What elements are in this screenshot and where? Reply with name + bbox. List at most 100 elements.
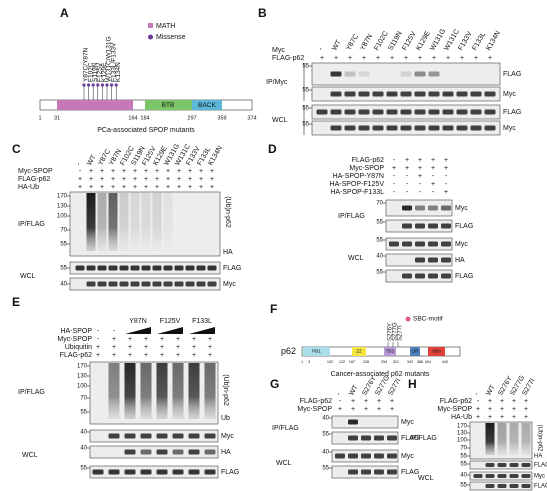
blot-band [473, 474, 483, 478]
panel-label: C [12, 142, 21, 156]
label: ZZ [356, 349, 362, 354]
mutation-label: Y87C/Y87N [83, 47, 90, 82]
label: + [133, 184, 137, 191]
row-label: FLAG-p62 [18, 176, 50, 183]
label: p62 [281, 346, 296, 356]
smear [97, 193, 107, 251]
group-label: WCL [276, 460, 292, 467]
label: - [432, 189, 435, 196]
mutation-label: W131C/W131G [106, 36, 113, 82]
mw-marker: 100 [77, 384, 88, 390]
label: + [524, 414, 528, 421]
group-label: IP/FLAG [338, 213, 365, 220]
blot-band [442, 91, 454, 97]
label: + [166, 184, 170, 191]
blot-band [400, 125, 412, 131]
smear [172, 363, 184, 419]
mw-marker: 70 [60, 228, 67, 234]
label: + [96, 344, 100, 351]
label: + [376, 55, 380, 62]
mw-marker: 55 [60, 242, 67, 248]
blot-band [442, 109, 454, 115]
blot [331, 415, 399, 429]
blot-band [358, 125, 370, 131]
blot-band [207, 265, 217, 271]
blot-band [374, 469, 384, 475]
blot-band [456, 125, 468, 131]
blot-band [124, 433, 136, 439]
blot-band [497, 463, 507, 467]
mw-marker: 130 [57, 204, 68, 210]
label: + [89, 176, 93, 183]
blot-label: HA [534, 454, 542, 460]
label: + [133, 176, 137, 183]
row-label: Myc-SPOP [437, 406, 472, 413]
blot-band [485, 474, 495, 478]
blot-band [92, 469, 104, 475]
label: - [419, 189, 422, 196]
label: + [160, 336, 164, 343]
label: + [100, 168, 104, 175]
blot-label: HA [223, 249, 233, 256]
label: + [199, 168, 203, 175]
smear [156, 363, 168, 419]
group-label: IP/Myc [266, 79, 288, 86]
panel-label: D [268, 142, 277, 156]
column-label: WT [485, 383, 497, 397]
blot-band [414, 125, 426, 131]
blot-band [130, 265, 140, 271]
blot-label: Myc [401, 419, 414, 426]
blot-label: FLAG [221, 469, 239, 476]
label: + [160, 344, 164, 351]
blot-label: HA [455, 257, 465, 264]
blot-label: (Ub)n-p62 [224, 196, 231, 228]
label: + [488, 55, 492, 62]
label: + [192, 352, 196, 359]
blot-band [163, 281, 173, 287]
label: + [176, 344, 180, 351]
blot-label: Myc [503, 91, 516, 98]
label: + [144, 184, 148, 191]
blot-band [509, 474, 519, 478]
blot-band [386, 109, 398, 115]
mutation-dot [91, 83, 95, 87]
blot-band [348, 469, 358, 475]
blot-band [415, 205, 425, 211]
mutation-label: F102C [87, 62, 94, 82]
position: 440 [442, 360, 448, 364]
smear [152, 193, 162, 251]
label: + [512, 406, 516, 413]
row-label: FLAG-p62 [272, 55, 304, 62]
label: + [133, 168, 137, 175]
label: + [500, 406, 504, 413]
blot-band [330, 125, 342, 131]
label: + [488, 414, 492, 421]
row-label: HA-SPOP-Y87N [333, 173, 384, 180]
label: + [476, 406, 480, 413]
label: + [199, 176, 203, 183]
position: 386 [417, 360, 423, 364]
label: - [477, 398, 480, 405]
blot-band [185, 281, 195, 287]
blot-band [152, 265, 162, 271]
label: - [97, 328, 100, 335]
label: + [188, 176, 192, 183]
mw-marker: 40 [60, 282, 67, 288]
blot-label: FLAG [401, 469, 419, 476]
blot-band [174, 265, 184, 271]
label: - [393, 157, 396, 164]
label: + [512, 398, 516, 405]
blot-band [497, 484, 507, 488]
label: + [444, 157, 448, 164]
column-label: WT [86, 153, 98, 167]
mw-marker: 70 [80, 396, 87, 402]
blot-band [521, 463, 531, 467]
label: - [79, 168, 82, 175]
mw-marker: 40 [376, 254, 383, 260]
label: + [474, 55, 478, 62]
mw-marker: 55 [460, 454, 467, 460]
smear [204, 363, 216, 419]
mw-marker: 55 [80, 466, 87, 472]
blot-band [344, 125, 356, 131]
label: + [377, 398, 381, 405]
